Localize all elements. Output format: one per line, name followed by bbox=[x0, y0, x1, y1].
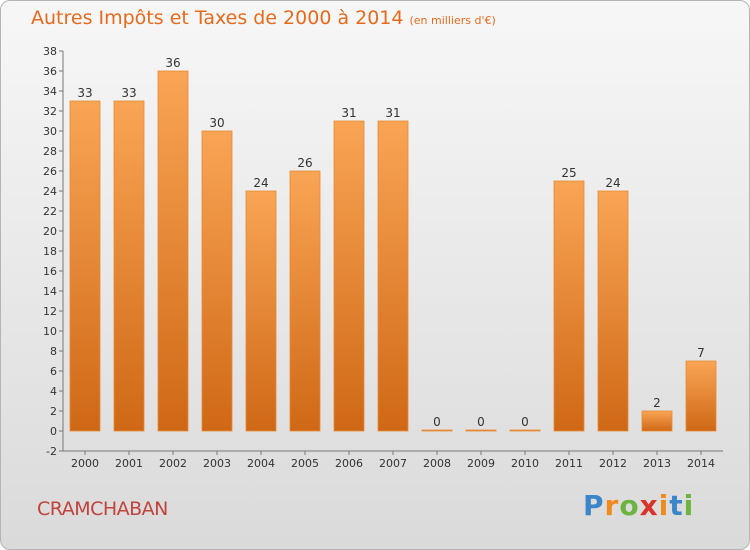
logo-letter: r bbox=[604, 489, 620, 522]
logo-letter: t bbox=[669, 489, 684, 522]
y-tick-label: 32 bbox=[43, 105, 57, 118]
logo-letter: x bbox=[639, 489, 659, 522]
y-tick-label: 6 bbox=[50, 365, 57, 378]
y-tick-label: 26 bbox=[43, 165, 57, 178]
data-labels: 33 33 36 30 24 26 31 31 0 0 0 25 24 2 7 bbox=[77, 56, 704, 429]
bar-2000 bbox=[69, 100, 101, 432]
data-label: 33 bbox=[77, 86, 92, 100]
bars bbox=[69, 70, 717, 432]
y-tick-label: 14 bbox=[43, 285, 57, 298]
y-tick-label: 10 bbox=[43, 325, 57, 338]
x-tick-label: 2012 bbox=[599, 457, 627, 470]
logo-letter: i bbox=[658, 489, 670, 522]
data-label: 26 bbox=[297, 156, 312, 170]
bar-2008 bbox=[421, 429, 453, 432]
x-tick-label: 2008 bbox=[423, 457, 451, 470]
logo-letter: i bbox=[683, 489, 695, 522]
bar-2003 bbox=[201, 130, 233, 432]
data-label: 36 bbox=[165, 56, 180, 70]
y-tick-label: 20 bbox=[43, 225, 57, 238]
bar-2007 bbox=[377, 120, 409, 432]
y-tick-label: 0 bbox=[50, 425, 57, 438]
x-tick-label: 2014 bbox=[687, 457, 715, 470]
x-tick-label: 2006 bbox=[335, 457, 363, 470]
bar-2011 bbox=[553, 180, 585, 432]
data-label: 30 bbox=[209, 116, 224, 130]
bar-2001 bbox=[113, 100, 145, 432]
data-label: 33 bbox=[121, 86, 136, 100]
x-tick-label: 2001 bbox=[115, 457, 143, 470]
x-tick-label: 2007 bbox=[379, 457, 407, 470]
logo-letter: P bbox=[583, 489, 605, 522]
bar-2002 bbox=[157, 70, 189, 432]
x-tick-label: 2010 bbox=[511, 457, 539, 470]
x-tick-label: 2002 bbox=[159, 457, 187, 470]
proxiti-logo[interactable]: Proxiti bbox=[583, 489, 694, 522]
x-tick-label: 2013 bbox=[643, 457, 671, 470]
bar-2004 bbox=[245, 190, 277, 432]
data-label: 31 bbox=[385, 106, 400, 120]
bar-2010 bbox=[509, 429, 541, 432]
y-tick-label: 4 bbox=[50, 385, 57, 398]
data-label: 31 bbox=[341, 106, 356, 120]
y-tick-label: 34 bbox=[43, 85, 57, 98]
data-label: 0 bbox=[477, 415, 485, 429]
chart-title-text: Autres Impôts et Taxes de 2000 à 2014 bbox=[31, 7, 404, 29]
y-tick-label: 38 bbox=[43, 45, 57, 58]
x-tick-label: 2009 bbox=[467, 457, 495, 470]
logo-letter: o bbox=[619, 489, 640, 522]
data-label: 2 bbox=[653, 396, 661, 410]
chart-unit: (en milliers d'€) bbox=[409, 14, 496, 27]
y-tick-label: 22 bbox=[43, 205, 57, 218]
data-label: 25 bbox=[561, 166, 576, 180]
bar-2006 bbox=[333, 120, 365, 432]
bar-2005 bbox=[289, 170, 321, 432]
data-label: 0 bbox=[433, 415, 441, 429]
y-tick-label: 36 bbox=[43, 65, 57, 78]
data-label: 0 bbox=[521, 415, 529, 429]
data-label: 7 bbox=[697, 346, 705, 360]
y-tick-label: 16 bbox=[43, 265, 57, 278]
bar-2009 bbox=[465, 429, 497, 432]
y-tick-label: 2 bbox=[50, 405, 57, 418]
commune-name: CRAMCHABAN bbox=[37, 498, 168, 520]
y-tick-label: -2 bbox=[46, 445, 57, 458]
bar-2014 bbox=[685, 360, 717, 432]
x-tick-label: 2003 bbox=[203, 457, 231, 470]
x-tick-label: 2000 bbox=[71, 457, 99, 470]
y-tick-label: 24 bbox=[43, 185, 57, 198]
x-tick-label: 2004 bbox=[247, 457, 275, 470]
bar-2012 bbox=[597, 190, 629, 432]
y-tick-label: 30 bbox=[43, 125, 57, 138]
data-label: 24 bbox=[253, 176, 268, 190]
bar-2013 bbox=[641, 410, 673, 432]
x-tick-label: 2011 bbox=[555, 457, 583, 470]
data-label: 24 bbox=[605, 176, 620, 190]
y-tick-label: 8 bbox=[50, 345, 57, 358]
y-tick-label: 12 bbox=[43, 305, 57, 318]
axes: -202468101214161820222426283032343638200… bbox=[43, 45, 723, 470]
y-tick-label: 28 bbox=[43, 145, 57, 158]
y-tick-label: 18 bbox=[43, 245, 57, 258]
chart-title: Autres Impôts et Taxes de 2000 à 2014 (en… bbox=[31, 7, 496, 29]
x-tick-label: 2005 bbox=[291, 457, 319, 470]
